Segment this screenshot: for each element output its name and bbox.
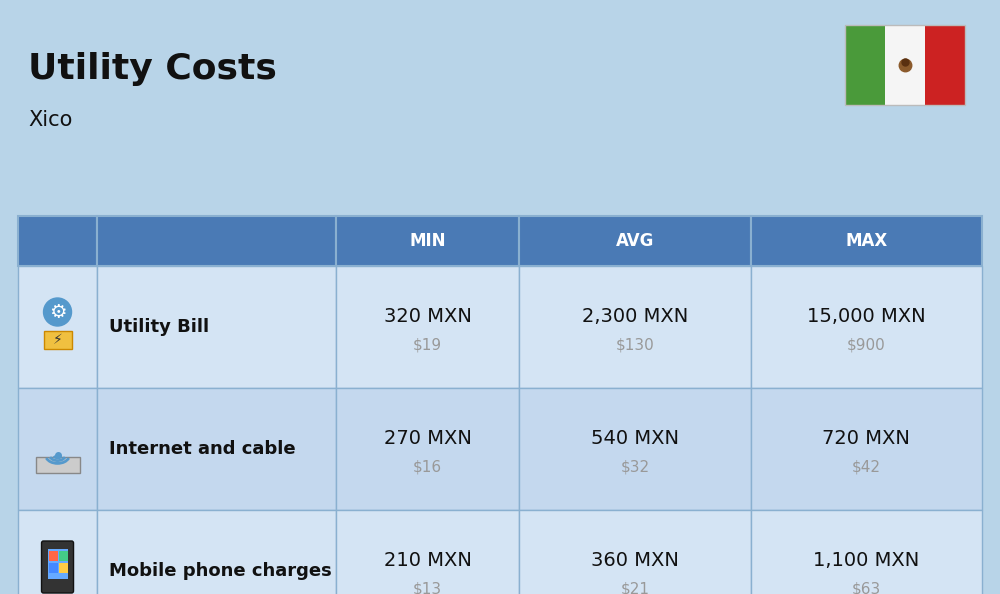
Bar <box>44 331 72 349</box>
Text: Internet and cable: Internet and cable <box>109 440 296 458</box>
Bar <box>336 266 519 388</box>
Text: Utility Costs: Utility Costs <box>28 52 277 86</box>
Bar <box>845 25 965 105</box>
Bar <box>751 216 982 266</box>
Text: 540 MXN: 540 MXN <box>591 429 679 448</box>
Bar <box>885 25 925 105</box>
Bar <box>59 551 68 561</box>
Text: MAX: MAX <box>845 232 887 250</box>
Bar <box>519 216 751 266</box>
Text: ⚙: ⚙ <box>49 302 66 321</box>
Text: Utility Bill: Utility Bill <box>109 318 209 336</box>
Bar <box>751 266 982 388</box>
Circle shape <box>44 298 72 326</box>
Text: 320 MXN: 320 MXN <box>384 308 472 327</box>
Text: $32: $32 <box>620 460 650 475</box>
Text: 2,300 MXN: 2,300 MXN <box>582 308 688 327</box>
Bar <box>49 563 58 573</box>
Bar <box>751 388 982 510</box>
Text: 360 MXN: 360 MXN <box>591 551 679 570</box>
Bar <box>18 510 97 594</box>
Text: $21: $21 <box>620 582 649 594</box>
Bar <box>845 25 885 105</box>
Bar <box>18 388 97 510</box>
Text: $13: $13 <box>413 582 442 594</box>
Text: MIN: MIN <box>409 232 446 250</box>
Text: Mobile phone charges: Mobile phone charges <box>109 562 332 580</box>
Bar <box>336 510 519 594</box>
Bar <box>49 551 58 561</box>
Bar <box>97 266 336 388</box>
Bar <box>97 510 336 594</box>
Text: $900: $900 <box>847 337 886 352</box>
Bar <box>336 216 519 266</box>
Text: ⚡: ⚡ <box>53 333 62 347</box>
Text: $42: $42 <box>852 460 881 475</box>
Text: $130: $130 <box>616 337 654 352</box>
Text: 15,000 MXN: 15,000 MXN <box>807 308 926 327</box>
Bar <box>519 510 751 594</box>
Bar <box>925 25 965 105</box>
Bar <box>18 266 97 388</box>
Text: $63: $63 <box>852 582 881 594</box>
Bar <box>751 510 982 594</box>
Text: Xico: Xico <box>28 110 72 130</box>
Bar <box>97 388 336 510</box>
Bar <box>519 388 751 510</box>
Text: 720 MXN: 720 MXN <box>822 429 910 448</box>
Bar <box>59 563 68 573</box>
Bar <box>519 266 751 388</box>
Text: $19: $19 <box>413 337 442 352</box>
Text: 1,100 MXN: 1,100 MXN <box>813 551 919 570</box>
Bar <box>36 457 80 473</box>
Bar <box>18 216 97 266</box>
Text: AVG: AVG <box>616 232 654 250</box>
Bar <box>336 388 519 510</box>
FancyBboxPatch shape <box>42 541 74 593</box>
Text: 210 MXN: 210 MXN <box>384 551 472 570</box>
Bar <box>48 549 68 579</box>
Text: $16: $16 <box>413 460 442 475</box>
Text: 270 MXN: 270 MXN <box>384 429 472 448</box>
Bar <box>97 216 336 266</box>
